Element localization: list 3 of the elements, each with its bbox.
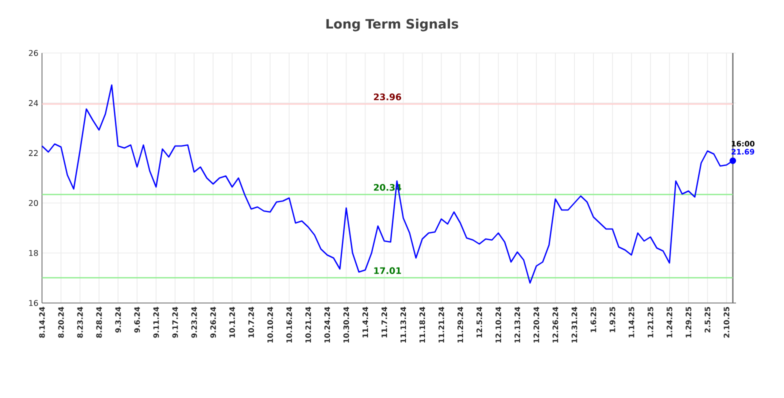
chart-title: Long Term Signals	[326, 18, 458, 32]
ref-line-label: 23.96	[374, 94, 402, 100]
ref-line-label: 17.01	[374, 267, 401, 274]
